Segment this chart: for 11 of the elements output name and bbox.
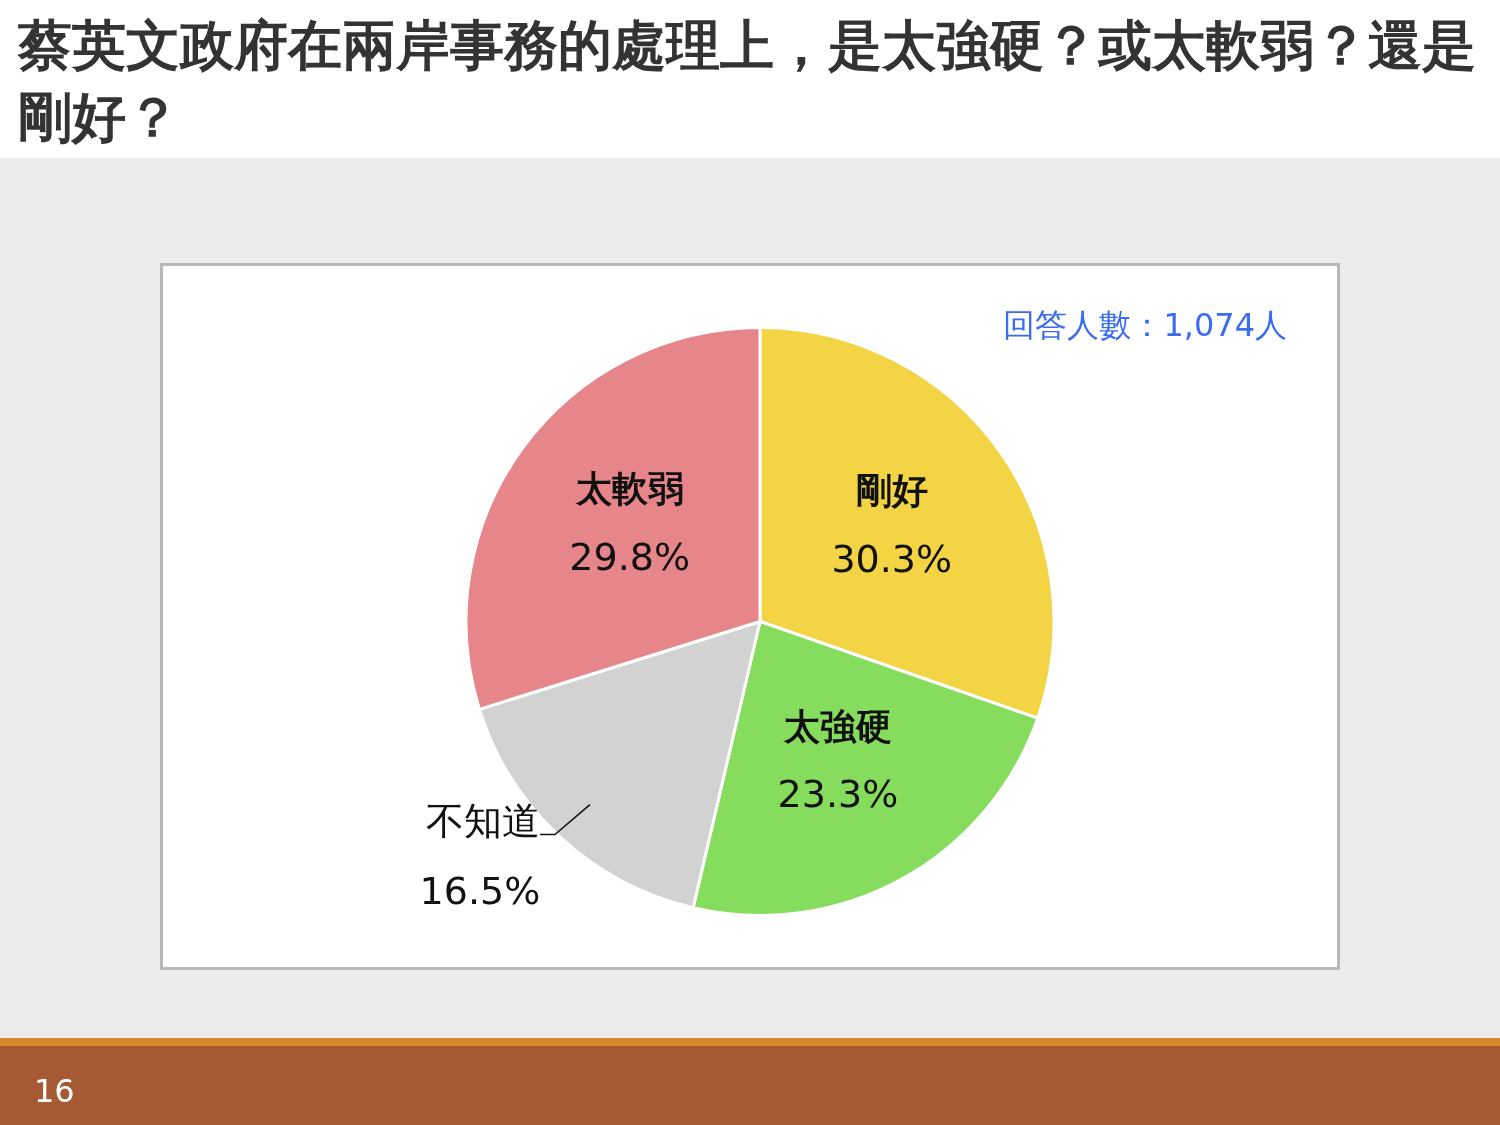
- chart-title: 蔡英文政府在兩岸事務的處理上，是太強硬？或太軟弱？還是剛好？: [18, 13, 1477, 151]
- data-label: 23.3%: [777, 772, 899, 817]
- slice-label: 剛好: [855, 470, 928, 512]
- data-label: 16.5%: [419, 869, 541, 914]
- data-label: 29.8%: [569, 534, 691, 579]
- text: 回答人數：1,074人: [1003, 305, 1287, 346]
- data-label: 30.3%: [831, 536, 953, 581]
- slice-label: 不知道: [425, 799, 540, 844]
- text: 16: [34, 1072, 75, 1110]
- slice-label: 太強硬: [782, 705, 892, 747]
- slice-label: 太軟弱: [574, 468, 684, 510]
